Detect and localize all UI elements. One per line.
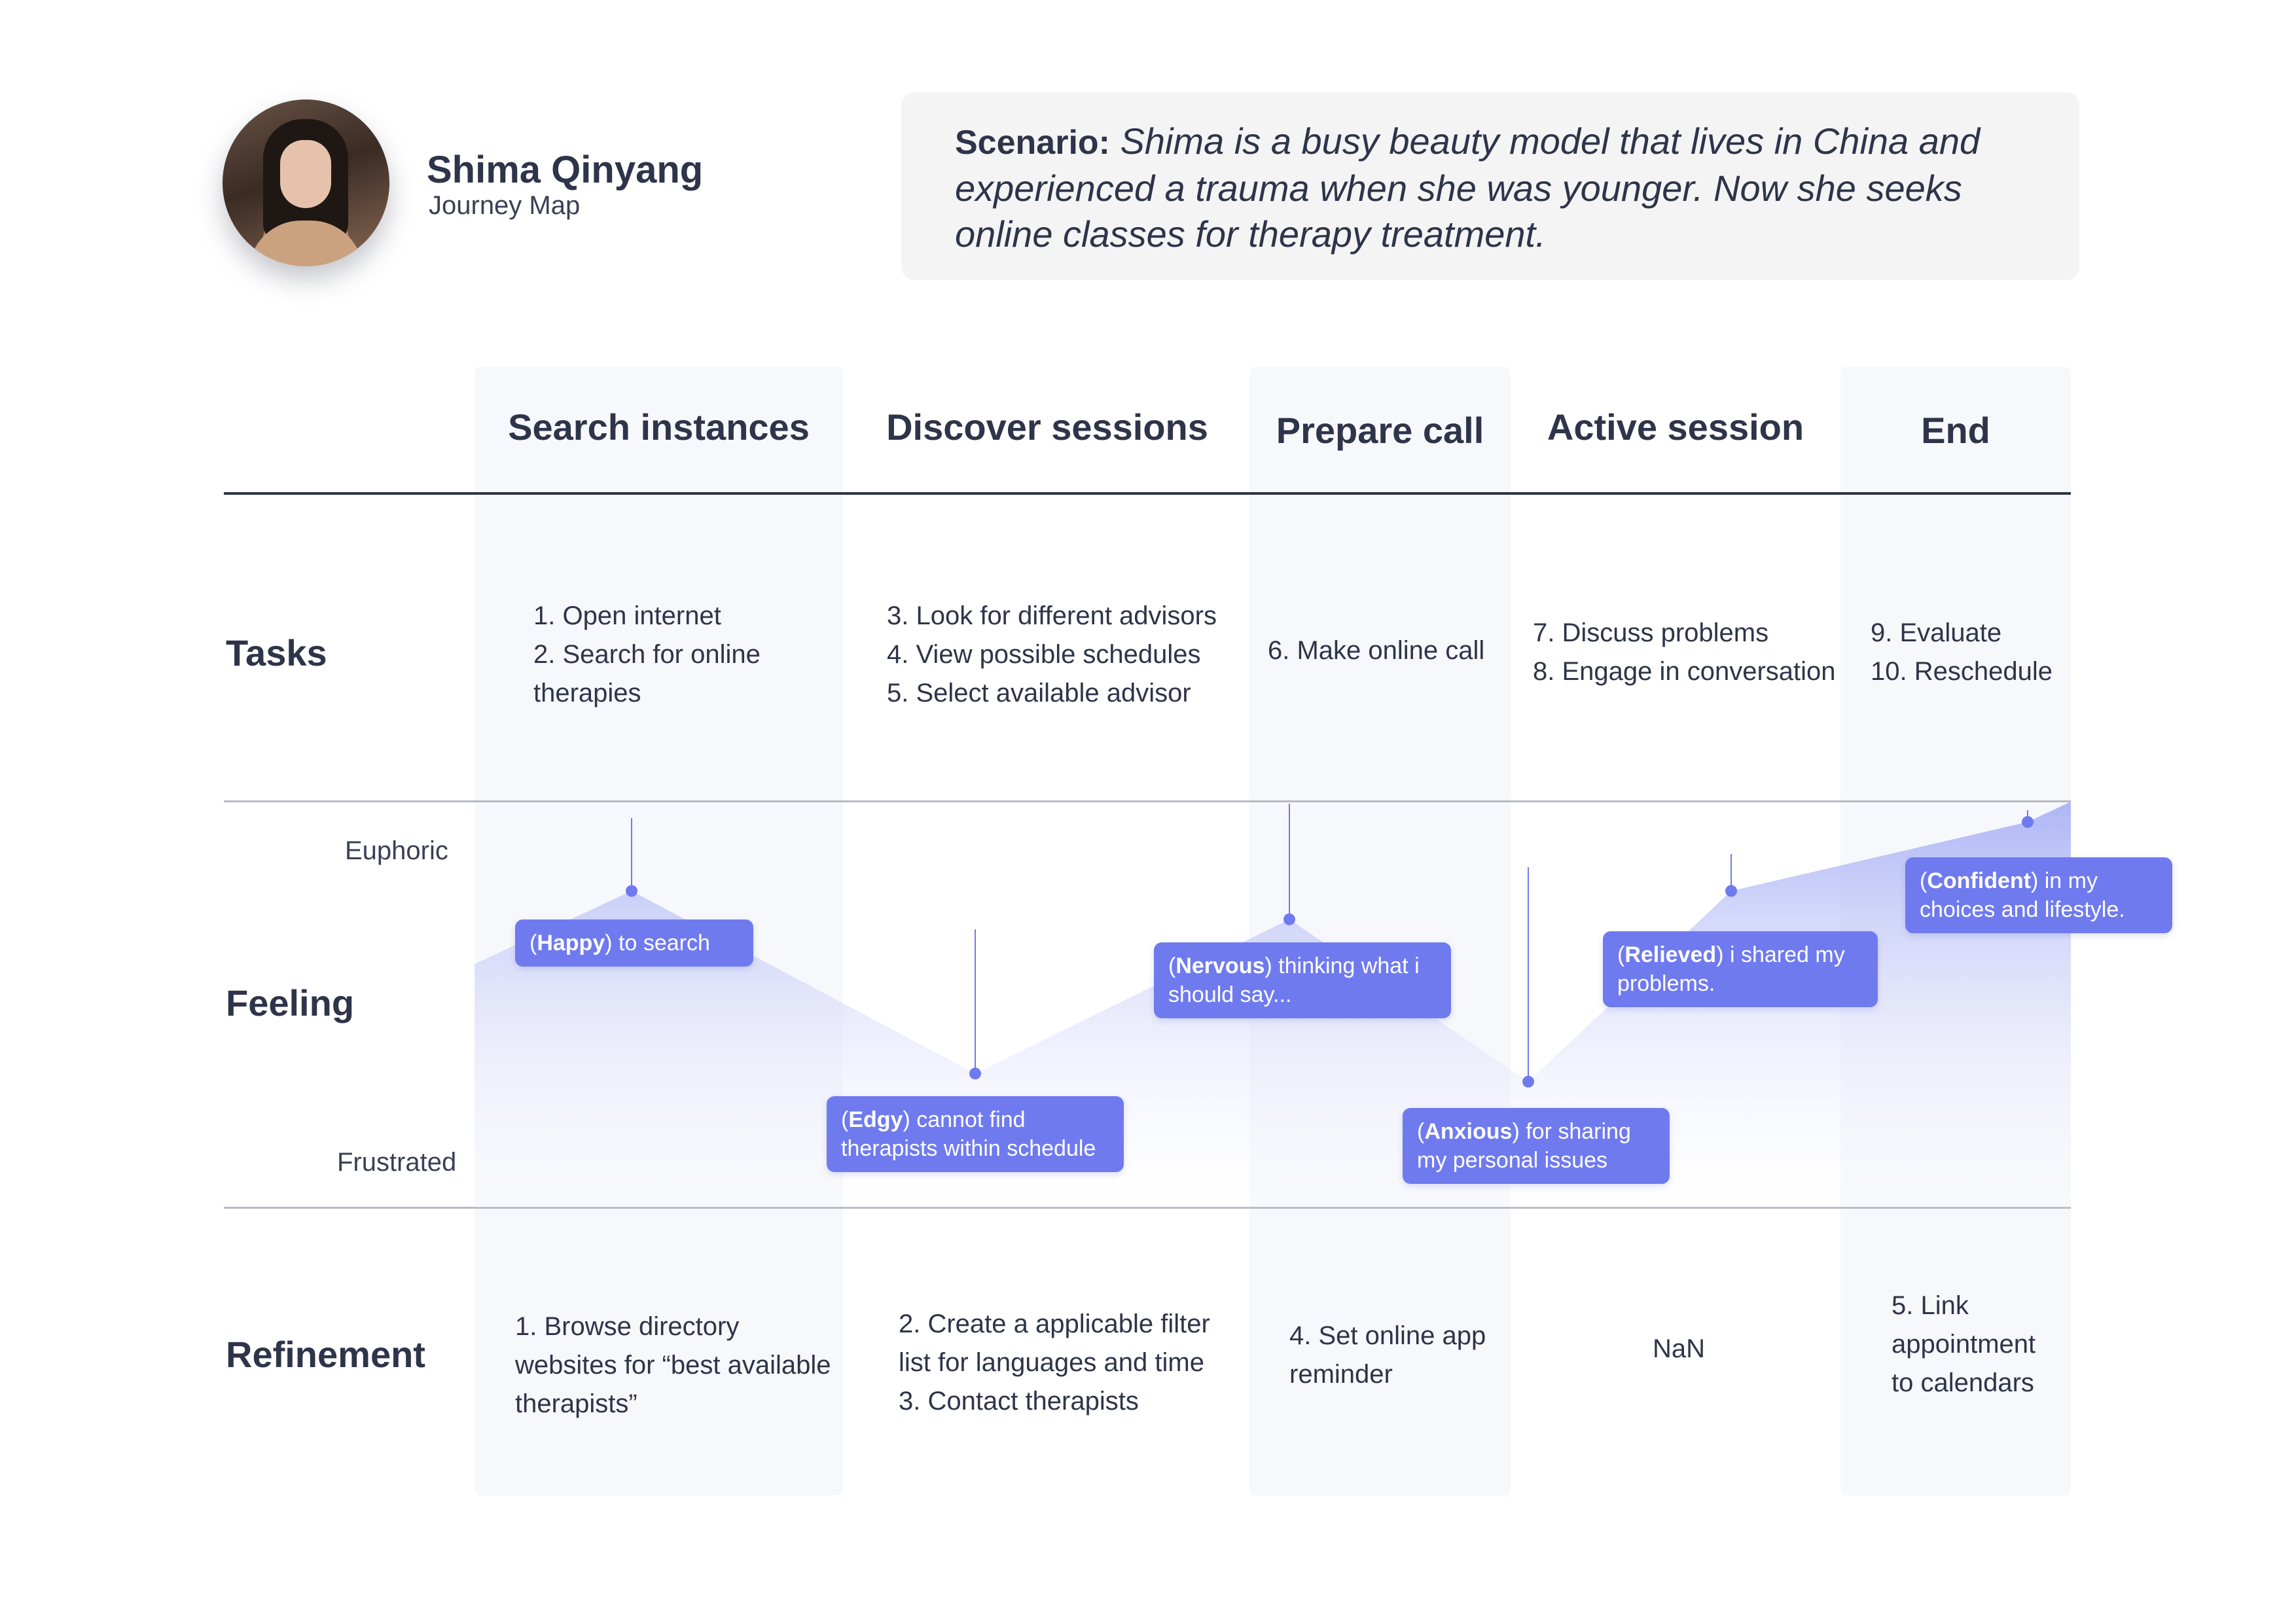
task-item: 4. View possible schedules [887,640,1201,669]
feeling-bubble-edgy: (Edgy) cannot find therapists within sch… [827,1096,1124,1172]
refinement-item: 1. Browse directory [515,1312,740,1341]
feeling-point [1522,1075,1534,1088]
feeling-bubble-anxious: (Anxious) for sharing my personal issues [1403,1108,1670,1184]
stage-header-end: End [1921,410,1990,451]
task-item: 2. Search for online [533,640,761,669]
feeling-scale-low: Frustrated [337,1148,457,1177]
feeling-point [969,1067,981,1080]
task-item: 6. Make online call [1268,636,1485,665]
feeling-point [2022,816,2034,828]
feeling-divider [224,1207,2071,1209]
feeling-note: to search [612,931,710,955]
refinement-cell-prepare-call: 4. Set online app reminder [1289,1317,1486,1394]
feeling-scale-high: Euphoric [345,836,448,865]
refinement-item: appointment [1892,1330,2036,1359]
feeling-emotion: Happy [537,931,605,955]
avatar-face [280,140,331,208]
refinement-item: 2. Create a applicable filter [899,1310,1210,1338]
feeling-emotion: Edgy [848,1107,903,1132]
refinement-item: websites for “best available [515,1351,831,1380]
task-cell-active-session: 7. Discuss problems 8. Engage in convers… [1533,614,1836,691]
refinement-item: 3. Contact therapists [899,1387,1139,1416]
refinement-cell-search-instances: 1. Browse directory websites for “best a… [515,1308,831,1423]
refinement-item: reminder [1289,1360,1393,1389]
row-label-feeling: Feeling [226,982,355,1024]
task-item: 1. Open internet [533,601,721,630]
task-item: 3. Look for different advisors [887,601,1217,630]
task-item: 5. Select available advisor [887,679,1191,707]
task-cell-prepare-call: 6. Make online call [1268,632,1484,670]
tasks-divider [224,800,2071,802]
task-cell-discover-sessions: 3. Look for different advisors 4. View p… [887,597,1217,713]
refinement-cell-end: 5. Link appointment to calendars [1892,1287,2036,1402]
task-item: 9. Evaluate [1871,618,2002,647]
scenario-label: Scenario: [955,124,1110,162]
task-item: 10. Reschedule [1871,657,2053,686]
feeling-note: in my choices and lifestyle. [1920,868,2125,922]
feeling-bubble-relieved: (Relieved) i shared my problems. [1603,931,1878,1007]
stage-header-prepare-call: Prepare call [1276,410,1484,451]
feeling-note: thinking what i should say... [1168,954,1420,1007]
refinement-item: 5. Link [1892,1291,1969,1320]
scenario-box: Scenario: Shima is a busy beauty model t… [901,92,2079,280]
refinement-item: to calendars [1892,1368,2034,1397]
persona-subtitle: Journey Map [429,191,581,220]
task-cell-search-instances: 1. Open internet 2. Search for online th… [533,597,761,713]
feeling-note: for sharing my personal issues [1417,1119,1631,1173]
stage-header-discover-sessions: Discover sessions [886,406,1208,448]
feeling-note: cannot find therapists within schedule [841,1107,1096,1161]
feeling-note: i shared my problems. [1617,942,1845,996]
task-item: 7. Discuss problems [1533,618,1769,647]
scenario-text: Shima is a busy beauty model that lives … [955,120,1981,255]
feeling-point [1283,913,1295,925]
refinement-item: 4. Set online app [1289,1321,1486,1350]
stage-header-active-session: Active session [1547,406,1804,448]
avatar [223,99,389,266]
feeling-emotion: Anxious [1424,1119,1513,1144]
persona-name: Shima Qinyang [427,149,704,191]
refinement-item: therapists” [515,1389,637,1418]
feeling-emotion: Confident [1927,868,2031,893]
task-item: 8. Engage in conversation [1533,657,1836,686]
row-label-refinement: Refinement [226,1334,425,1375]
task-cell-end: 9. Evaluate 10. Reschedule [1871,614,2053,691]
refinement-cell-discover-sessions: 2. Create a applicable filter list for l… [899,1305,1210,1421]
refinement-cell-active-session: NaN [1653,1330,1705,1368]
feeling-point [1725,885,1737,897]
task-item: therapies [533,679,641,707]
header-divider [224,492,2071,495]
refinement-item: list for languages and time [899,1348,1204,1377]
feeling-bubble-confident: (Confident) in my choices and lifestyle. [1905,857,2172,933]
row-label-tasks: Tasks [226,632,327,673]
stage-header-search-instances: Search instances [508,406,810,448]
feeling-point [626,885,637,897]
feeling-bubble-happy: (Happy) to search [515,919,753,967]
feeling-bubble-nervous: (Nervous) thinking what i should say... [1154,942,1451,1018]
feeling-emotion: Nervous [1175,954,1265,978]
refinement-item: NaN [1653,1334,1706,1363]
feeling-emotion: Relieved [1624,942,1717,967]
